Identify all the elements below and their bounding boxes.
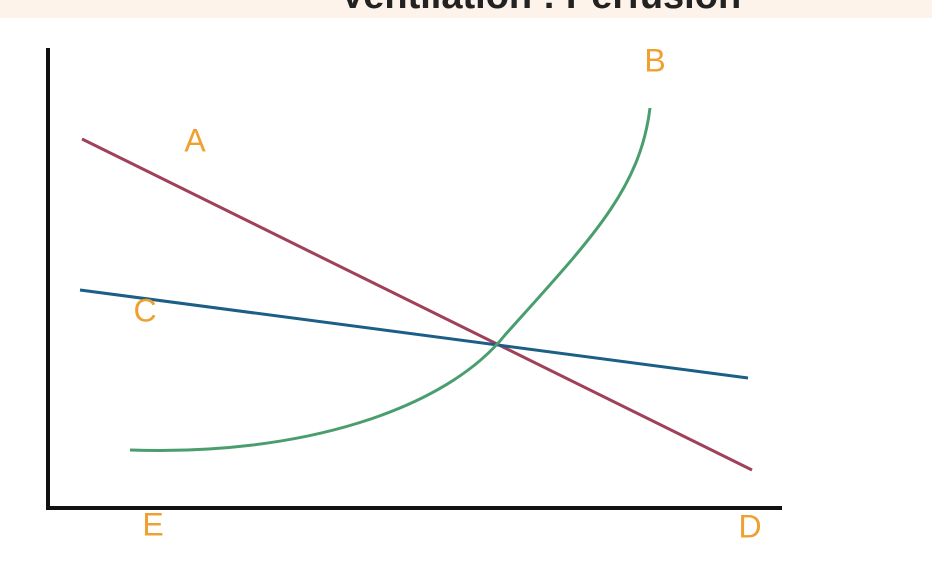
label-d: D: [738, 508, 761, 544]
line-c: [79, 288, 749, 380]
line-a: [81, 137, 753, 472]
label-b: B: [644, 42, 665, 78]
label-e: E: [142, 506, 163, 542]
label-c: C: [133, 292, 156, 328]
curve-b: [129, 107, 652, 453]
title: Ventilation : Perfusion: [340, 0, 741, 18]
label-a: A: [184, 122, 206, 158]
header: Ventilation : Perfusion: [0, 0, 932, 18]
